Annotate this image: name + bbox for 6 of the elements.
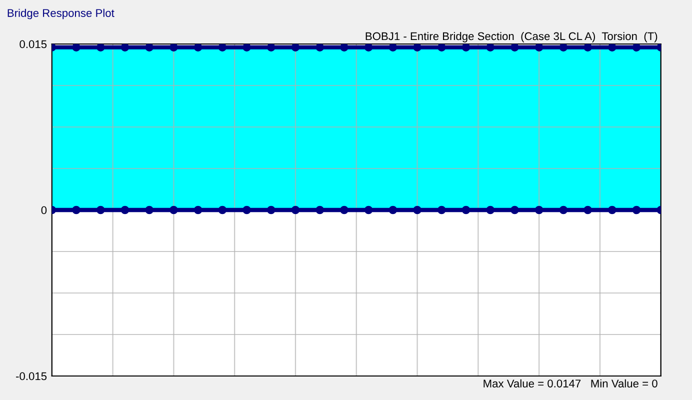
y-tick-label: 0.015	[20, 40, 47, 48]
y-tick-label: -0.015	[16, 372, 47, 380]
chart-title: Bridge Response Plot	[8, 8, 114, 20]
chart-subtitle: BOBJ1 - Entire Bridge Section (Case 3L CL A) Torsion (T)	[366, 32, 658, 42]
text: Max Value = 0.0147 Min Value = 0	[484, 379, 658, 388]
y-tick-label: 0	[41, 206, 47, 214]
